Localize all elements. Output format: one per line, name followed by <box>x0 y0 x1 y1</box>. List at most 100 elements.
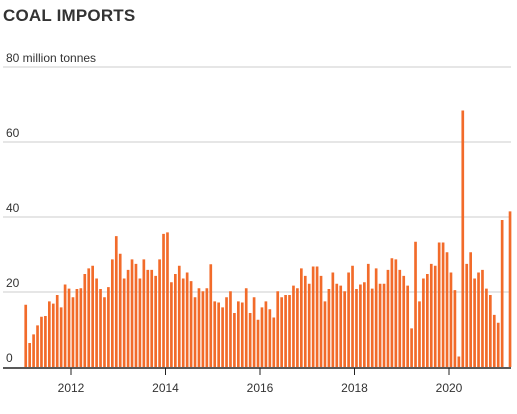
bar <box>44 316 47 367</box>
bar <box>63 284 67 367</box>
bar <box>193 297 197 367</box>
bar <box>221 307 224 367</box>
bar <box>426 274 429 367</box>
bar <box>177 265 181 367</box>
bar <box>260 307 264 367</box>
bar <box>197 288 201 367</box>
bar <box>394 259 398 367</box>
bar <box>433 265 437 367</box>
bar <box>315 266 319 367</box>
bar <box>213 301 217 367</box>
bar <box>201 291 205 367</box>
bar <box>126 269 130 367</box>
bar <box>225 297 228 367</box>
bar <box>233 313 236 367</box>
bar <box>103 297 106 367</box>
bar <box>441 242 445 367</box>
bar <box>351 265 354 367</box>
bar <box>162 233 165 367</box>
bar <box>469 252 472 367</box>
bar <box>142 259 146 367</box>
bar <box>382 283 386 367</box>
bar <box>457 356 461 367</box>
bar <box>209 264 213 367</box>
bar <box>292 285 295 367</box>
bar <box>252 297 256 367</box>
bar <box>319 275 323 367</box>
bar <box>146 269 150 367</box>
bar <box>339 285 343 367</box>
bar <box>185 272 189 367</box>
bar <box>91 265 94 367</box>
x-axis: 2012 2014 2016 2018 2020 <box>3 367 511 395</box>
bar <box>174 274 177 367</box>
bar <box>150 269 154 367</box>
bar <box>489 295 492 367</box>
bar <box>307 283 311 367</box>
bar <box>118 253 122 367</box>
bar <box>95 278 98 367</box>
bar <box>205 288 209 367</box>
bar <box>36 325 39 367</box>
bar <box>248 313 252 367</box>
bar <box>465 263 469 367</box>
bar <box>347 272 350 367</box>
bar <box>500 220 504 367</box>
bar <box>280 297 283 367</box>
bar <box>40 316 43 367</box>
bar <box>79 288 83 367</box>
bar <box>111 259 114 367</box>
x-tick-label: 2020 <box>436 381 463 395</box>
x-tick-label: 2014 <box>152 381 179 395</box>
bar <box>386 269 390 367</box>
bar <box>473 278 476 367</box>
bar <box>71 297 75 367</box>
bar <box>87 268 91 367</box>
bar <box>166 232 169 367</box>
bar <box>300 268 303 367</box>
bar <box>276 291 280 367</box>
bar <box>303 275 307 367</box>
bar <box>429 263 433 367</box>
y-tick-label: 60 <box>6 126 20 140</box>
bar <box>492 314 496 367</box>
y-tick-label: 0 <box>6 351 13 365</box>
bar <box>181 278 185 367</box>
bar <box>122 278 126 367</box>
bar <box>229 291 232 367</box>
bar <box>268 309 272 367</box>
bar <box>335 283 339 367</box>
bar <box>496 322 500 367</box>
bars <box>24 110 512 367</box>
bar <box>134 263 138 367</box>
bar <box>370 288 374 367</box>
bar <box>327 289 331 367</box>
bar <box>284 295 287 367</box>
bar <box>99 289 102 367</box>
bar <box>244 288 248 367</box>
x-tick-label: 2012 <box>58 381 85 395</box>
x-tick-label: 2016 <box>247 381 274 395</box>
bar <box>418 301 421 367</box>
bar <box>114 236 118 367</box>
bar <box>288 295 291 367</box>
bar <box>107 287 110 367</box>
bar <box>323 301 327 367</box>
bar <box>24 304 28 367</box>
bar <box>170 282 173 367</box>
bar <box>355 289 358 367</box>
bar <box>366 263 370 367</box>
bar <box>256 319 260 367</box>
bar <box>296 288 299 367</box>
bar <box>453 290 457 367</box>
bar <box>51 303 55 367</box>
bar <box>437 242 441 367</box>
bar <box>240 302 244 367</box>
chart-title: COAL IMPORTS <box>3 6 136 25</box>
bar <box>402 275 406 367</box>
y-tick-label: 20 <box>6 276 20 290</box>
bar <box>28 343 31 367</box>
bar <box>410 328 413 367</box>
gridlines <box>3 66 511 293</box>
bar <box>363 282 366 367</box>
